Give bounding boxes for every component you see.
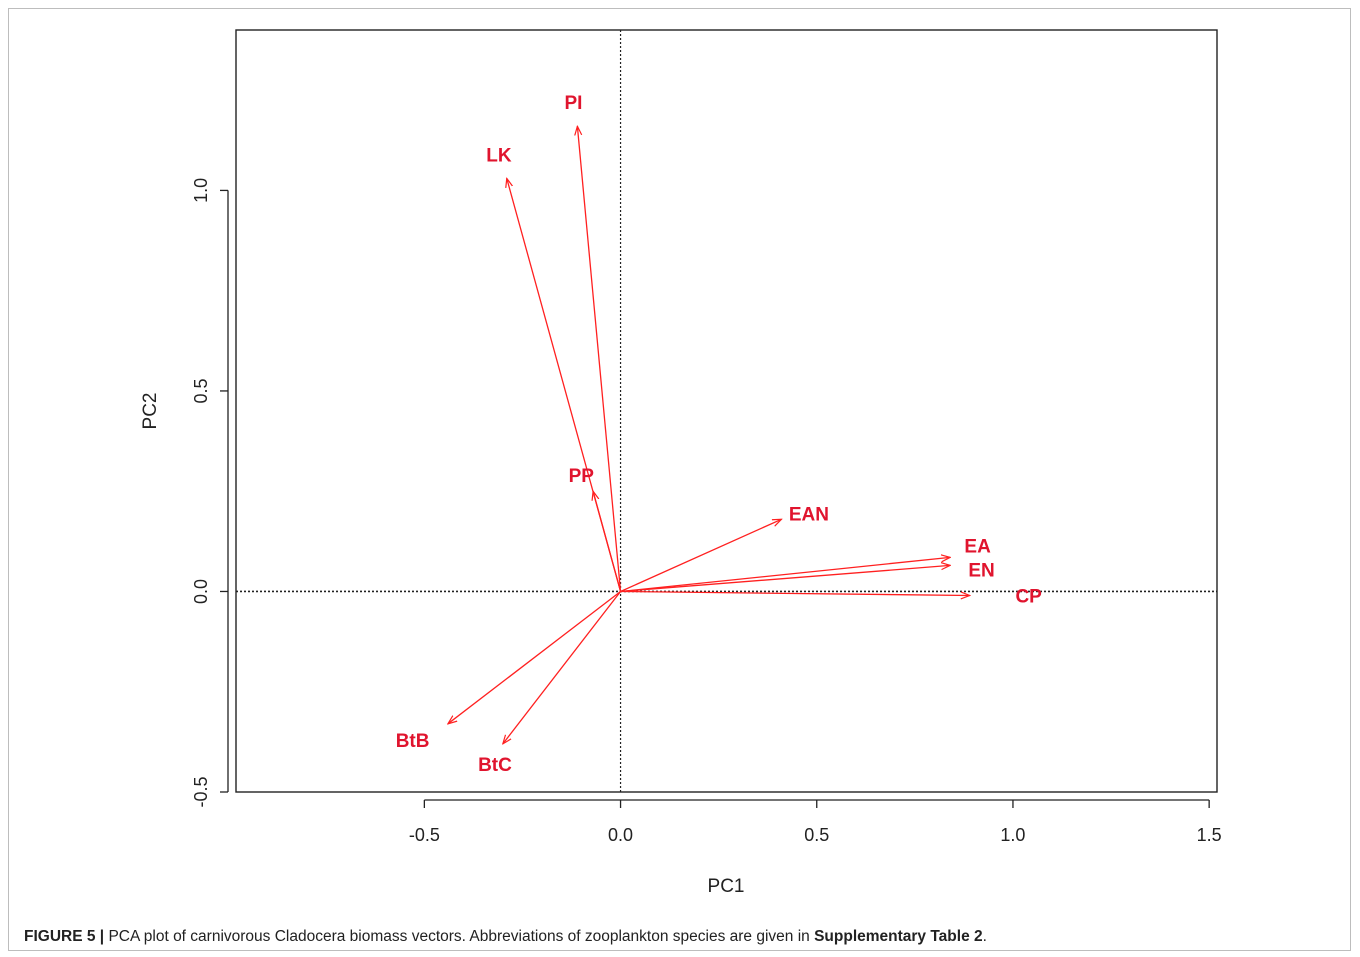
x-tick-label: 0.0 <box>608 825 633 845</box>
x-tick-label: 0.5 <box>804 825 829 845</box>
y-axis-label: PC2 <box>140 393 161 430</box>
figure-caption: FIGURE 5 | PCA plot of carnivorous Clado… <box>24 928 1344 946</box>
y-tick-label: 0.0 <box>191 579 211 604</box>
vector-pp-label: PP <box>569 466 595 487</box>
x-axis: -0.5 0.0 0.5 1.0 1.5 <box>409 799 1222 845</box>
vector-pp-arrow <box>593 491 622 592</box>
caption-reference: Supplementary Table 2 <box>814 928 983 945</box>
y-tick-label: 1.0 <box>191 178 211 203</box>
vector-cp-arrow <box>620 590 970 595</box>
vector-en-arrow <box>620 565 951 593</box>
loading-vectors: PI LK PP EAN EA EN CP BtB BtC <box>396 93 1042 776</box>
vector-btc-label: BtC <box>478 755 512 776</box>
vector-lk-label: LK <box>486 145 512 166</box>
vector-cp-label: CP <box>1015 586 1042 607</box>
vector-btc-arrow <box>503 591 622 743</box>
reference-lines <box>236 30 1217 792</box>
x-axis-label: PC1 <box>708 876 745 897</box>
y-tick-label: 0.5 <box>191 378 211 403</box>
y-tick-label: -0.5 <box>191 776 211 807</box>
plot-box <box>235 29 1218 793</box>
caption-label: FIGURE 5 | <box>24 928 105 945</box>
vector-pi-label: PI <box>564 93 582 114</box>
vector-pi-arrow <box>577 126 622 592</box>
vector-btb-label: BtB <box>396 731 430 752</box>
y-axis: -0.5 0.0 0.5 1.0 <box>191 178 229 808</box>
x-tick-label: 1.5 <box>1197 825 1222 845</box>
caption-end: . <box>982 928 987 945</box>
vector-ea-label: EA <box>964 536 991 557</box>
vector-btb-arrow <box>448 590 621 723</box>
vector-ean-arrow <box>620 519 782 593</box>
vector-ea-arrow <box>620 557 951 593</box>
vector-ean-label: EAN <box>789 504 829 525</box>
figure-frame <box>8 8 1351 951</box>
x-tick-label: -0.5 <box>409 825 440 845</box>
caption-text: PCA plot of carnivorous Cladocera biomas… <box>104 928 815 945</box>
vector-en-label: EN <box>968 560 994 581</box>
x-tick-label: 1.0 <box>1000 825 1025 845</box>
